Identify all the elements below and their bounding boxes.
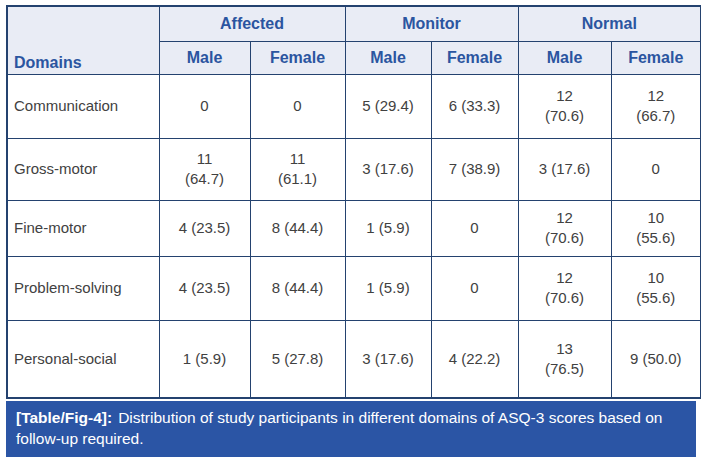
- row-label: Personal-social: [7, 320, 159, 398]
- table-cell: 0: [611, 138, 701, 200]
- table-cell: 4 (23.5): [159, 256, 250, 320]
- table-row-communication: Communication 0 0 5 (29.4) 6 (33.3) 12 (…: [7, 74, 701, 138]
- table-cell: 4 (23.5): [159, 200, 250, 256]
- table-cell: 12 (70.6): [518, 256, 611, 320]
- caption-text: Distribution of study participants in di…: [16, 409, 662, 447]
- table-cell: 8 (44.4): [250, 256, 345, 320]
- table-cell: 11 (61.1): [250, 138, 345, 200]
- table-cell: 12 (66.7): [611, 74, 701, 138]
- row-label: Problem-solving: [7, 256, 159, 320]
- row-label: Communication: [7, 74, 159, 138]
- table-cell: 1 (5.9): [345, 200, 431, 256]
- group-header-row: Domains Affected Monitor Normal: [7, 6, 701, 41]
- table-cell: 12 (70.6): [518, 200, 611, 256]
- table-cell: 8 (44.4): [250, 200, 345, 256]
- table-cell: 3 (17.6): [345, 138, 431, 200]
- group-header-affected: Affected: [159, 6, 345, 41]
- table-caption: [Table/Fig-4]:Distribution of study part…: [6, 401, 696, 457]
- table-cell: 4 (22.2): [431, 320, 518, 398]
- table-cell: 10 (55.6): [611, 200, 701, 256]
- table-cell: 5 (29.4): [345, 74, 431, 138]
- sub-header-monitor-female: Female: [431, 41, 518, 74]
- table-cell: 1 (5.9): [345, 256, 431, 320]
- table-cell: 0: [431, 200, 518, 256]
- table-cell: 6 (33.3): [431, 74, 518, 138]
- table-cell: 0: [250, 74, 345, 138]
- row-label: Fine-motor: [7, 200, 159, 256]
- table-cell: 5 (27.8): [250, 320, 345, 398]
- sub-header-normal-male: Male: [518, 41, 611, 74]
- sub-header-affected-female: Female: [250, 41, 345, 74]
- table-cell: 0: [431, 256, 518, 320]
- domains-column-header: Domains: [7, 6, 159, 74]
- table-cell: 3 (17.6): [345, 320, 431, 398]
- table-cell: 13 (76.5): [518, 320, 611, 398]
- table-cell: 12 (70.6): [518, 74, 611, 138]
- table-cell: 10 (55.6): [611, 256, 701, 320]
- table-cell: 3 (17.6): [518, 138, 611, 200]
- row-label: Gross-motor: [7, 138, 159, 200]
- table-cell: 1 (5.9): [159, 320, 250, 398]
- caption-label: [Table/Fig-4]:: [16, 409, 112, 426]
- sub-header-monitor-male: Male: [345, 41, 431, 74]
- table-cell: 9 (50.0): [611, 320, 701, 398]
- table-row-problem-solving: Problem-solving 4 (23.5) 8 (44.4) 1 (5.9…: [7, 256, 701, 320]
- sub-header-normal-female: Female: [611, 41, 701, 74]
- sub-header-affected-male: Male: [159, 41, 250, 74]
- group-header-normal: Normal: [518, 6, 701, 41]
- table-cell: 11 (64.7): [159, 138, 250, 200]
- table-figure: Domains Affected Monitor Normal Male Fem…: [0, 0, 701, 457]
- table-row-fine-motor: Fine-motor 4 (23.5) 8 (44.4) 1 (5.9) 0 1…: [7, 200, 701, 256]
- table-row-personal-social: Personal-social 1 (5.9) 5 (27.8) 3 (17.6…: [7, 320, 701, 398]
- table-cell: 0: [159, 74, 250, 138]
- table-row-gross-motor: Gross-motor 11 (64.7) 11 (61.1) 3 (17.6)…: [7, 138, 701, 200]
- group-header-monitor: Monitor: [345, 6, 518, 41]
- asq3-distribution-table: Domains Affected Monitor Normal Male Fem…: [6, 5, 701, 399]
- table-cell: 7 (38.9): [431, 138, 518, 200]
